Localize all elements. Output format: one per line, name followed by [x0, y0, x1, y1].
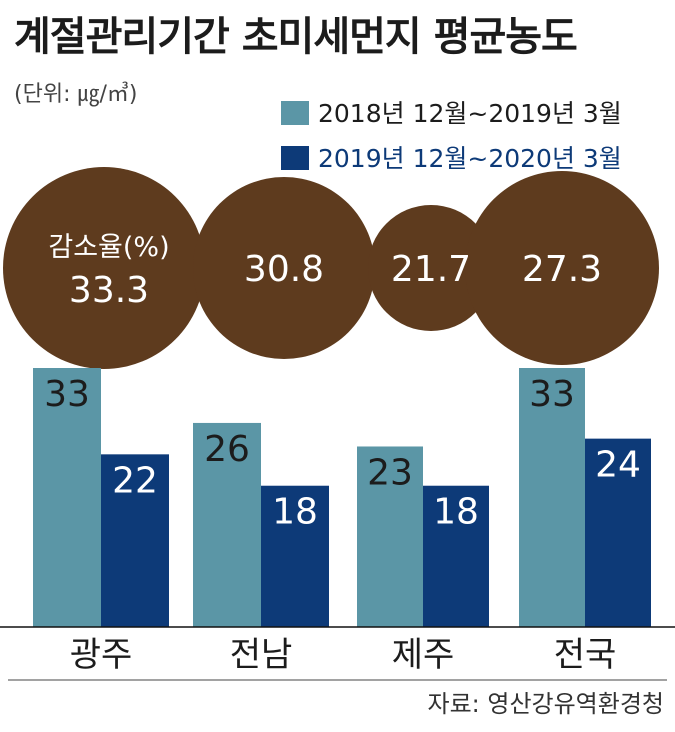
legend: 2018년 12월~2019년 3월 2019년 12월~2020년 3월	[281, 99, 622, 173]
reduction-rate-value: 30.8	[244, 249, 324, 290]
bar	[423, 485, 489, 627]
bar	[357, 446, 423, 627]
bar-value-label: 33	[44, 374, 90, 415]
legend-label-series-2: 2019년 12월~2020년 3월	[318, 144, 622, 173]
bar	[585, 438, 651, 627]
reduction-rate-value: 33.3	[69, 270, 149, 311]
category-labels: 광주 전남 제주 전국	[70, 635, 617, 675]
reduction-circle	[3, 167, 205, 369]
legend-label-series-1: 2018년 12월~2019년 3월	[318, 99, 622, 128]
unit-label: (단위: ㎍/㎥)	[14, 81, 137, 108]
reduction-circles: 감소율(%) 33.3 30.8 21.7 27.3	[3, 167, 659, 369]
category-label: 전국	[554, 635, 617, 675]
bars: 33 22 26 18 23 18 33 24	[33, 368, 651, 627]
reduction-circle	[465, 171, 659, 365]
reduction-circle	[193, 177, 375, 359]
source-note: 자료: 영산강유역환경청	[427, 690, 664, 718]
bar-value-label: 26	[204, 429, 250, 470]
bar-value-label: 33	[529, 374, 575, 415]
bar-value-label: 24	[595, 445, 641, 486]
bar-value-label: 18	[272, 492, 318, 533]
legend-swatch-series-2	[281, 146, 309, 170]
reduction-rate-value: 21.7	[391, 249, 471, 290]
reduction-rate-label: 감소율(%)	[48, 232, 169, 263]
bar	[101, 454, 169, 627]
chart-title: 계절관리기간 초미세먼지 평균농도	[14, 14, 577, 60]
legend-swatch-series-1	[281, 101, 309, 125]
category-label: 제주	[392, 635, 455, 675]
reduction-rate-value: 27.3	[522, 249, 602, 290]
bar	[519, 368, 585, 627]
category-label: 전남	[230, 635, 293, 675]
bar-value-label: 22	[112, 460, 158, 501]
category-label: 광주	[70, 635, 133, 675]
bar	[261, 485, 329, 627]
reduction-circle	[368, 205, 494, 331]
bar	[193, 422, 261, 627]
bar	[33, 368, 101, 627]
bar-value-label: 18	[433, 492, 479, 533]
bar-value-label: 23	[367, 452, 413, 493]
